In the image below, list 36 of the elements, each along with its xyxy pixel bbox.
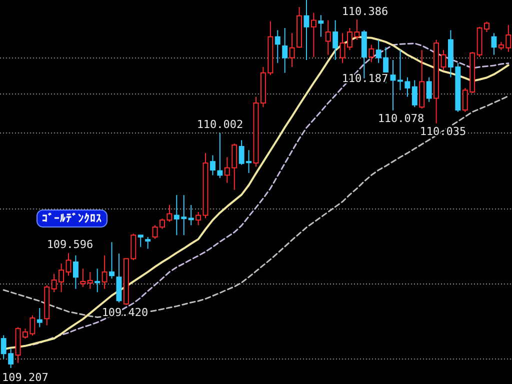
candlestick [188,204,194,226]
candlestick [282,27,288,74]
candlestick [332,20,338,60]
candlestick [304,0,310,60]
candlestick [72,254,78,290]
candlestick [66,252,72,276]
candlestick [491,32,497,56]
candlestick [138,234,144,248]
candlestick [36,308,42,328]
candlestick [325,20,331,56]
annotation: 109.596 [46,238,94,251]
candlestick [109,242,115,280]
candlestick [145,236,151,250]
candlestick [310,12,316,58]
candlestick [368,44,374,63]
candlestick [274,30,280,64]
candlestick [390,59,396,111]
candlestick [80,268,86,288]
candlestick [412,80,418,108]
candlestick [116,253,122,303]
annotation: ｺﾞｰﾙﾃﾞﾝｸﾛｽ [42,212,102,225]
candlestick [289,32,295,68]
annotation: 110.002 [196,118,244,131]
candlestick [318,14,324,38]
candlestick [94,268,100,293]
candlestick [217,132,223,179]
candlestick [102,254,108,290]
text: 109.207 [2,371,48,384]
candlestick [426,76,432,102]
candlestick [440,50,446,70]
candlestick [196,211,202,226]
annotation: 110.386 [342,5,388,18]
candlestick [210,154,216,176]
candlestick [87,271,93,290]
annotation: 110.035 [420,125,466,138]
annotation: 110.078 [378,112,424,125]
